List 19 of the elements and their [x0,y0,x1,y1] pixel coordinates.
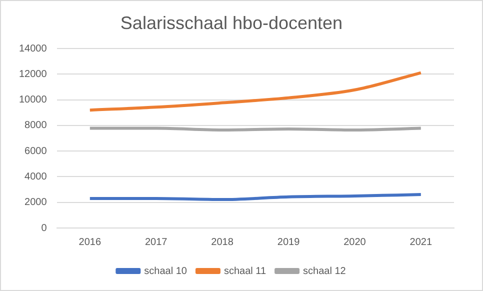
y-tick-label: 14000 [18,43,48,54]
y-tick-label: 8000 [24,120,48,132]
x-tick-label: 2019 [277,236,300,248]
x-tick-label: 2018 [211,236,234,248]
y-tick-label: 6000 [24,146,48,157]
chart-title: Salarisschaal hbo-docenten [120,12,343,33]
x-tick-label: 2016 [78,236,102,248]
legend-label: schaal 12 [303,266,346,277]
line-series [88,71,422,112]
x-tick-label: 2020 [344,236,366,248]
legend-label: schaal 10 [144,266,188,277]
y-tick-label: 4000 [24,171,48,182]
legend-label: schaal 11 [224,266,266,277]
y-tick-label: 0 [41,222,48,234]
y-tick-label: 2000 [24,197,48,208]
x-tick-label: 2021 [410,236,432,248]
x-tick-label: 2017 [144,236,168,248]
y-tick-label: 10000 [18,94,48,106]
y-tick-label: 12000 [18,68,48,80]
